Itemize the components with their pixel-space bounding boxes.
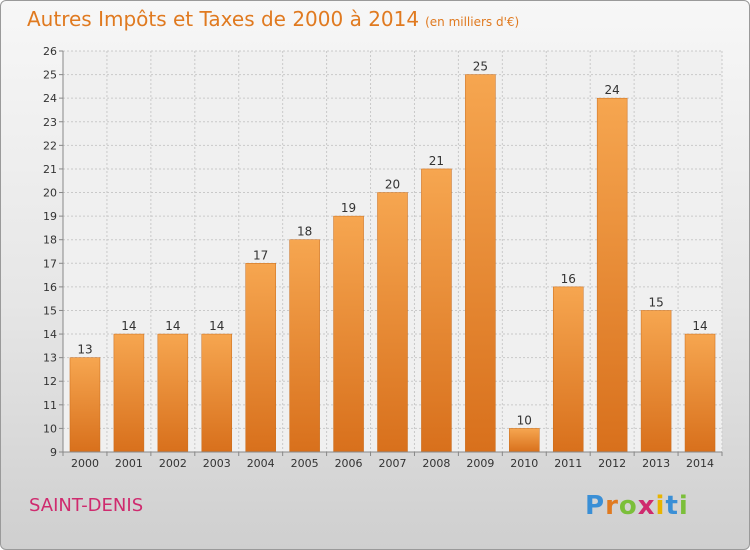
x-tick-label: 2003: [203, 457, 231, 470]
bar: [377, 192, 408, 453]
bar-value-label: 14: [165, 319, 180, 333]
y-tick-label: 19: [43, 210, 57, 223]
x-tick-label: 2005: [291, 457, 319, 470]
logo-letter: r: [605, 491, 619, 521]
bar-value-label: 14: [209, 319, 224, 333]
bar: [596, 97, 628, 453]
bar: [333, 215, 364, 453]
x-tick-label: 2012: [598, 457, 626, 470]
bar: [113, 333, 145, 453]
y-tick-label: 10: [43, 422, 57, 435]
bar-value-label: 14: [692, 319, 707, 333]
y-tick-label: 15: [43, 304, 57, 317]
x-tick-label: 2011: [554, 457, 582, 470]
x-tick-label: 2014: [686, 457, 714, 470]
y-tick-label: 20: [43, 187, 57, 200]
logo-letter: t: [665, 491, 679, 521]
x-tick-label: 2008: [422, 457, 450, 470]
x-tick-label: 2002: [159, 457, 187, 470]
bar: [421, 168, 452, 453]
bar-value-label: 19: [341, 201, 356, 215]
bar-value-label: 14: [121, 319, 136, 333]
y-tick-label: 24: [43, 92, 57, 105]
bar: [509, 428, 540, 453]
y-tick-label: 11: [43, 399, 57, 412]
x-tick-label: 2007: [379, 457, 407, 470]
y-tick-label: 26: [43, 45, 57, 58]
bar-value-label: 17: [253, 248, 268, 262]
y-tick-label: 16: [43, 281, 57, 294]
bar-value-label: 25: [473, 60, 488, 74]
bar-value-label: 10: [517, 413, 532, 427]
location-name: SAINT-DENIS: [29, 495, 144, 516]
bar: [289, 239, 320, 453]
y-tick-label: 12: [43, 375, 57, 388]
y-tick-label: 13: [43, 352, 57, 365]
x-tick-label: 2004: [247, 457, 275, 470]
logo-letter: x: [637, 491, 656, 521]
y-tick-label: 9: [50, 446, 57, 459]
y-tick-label: 22: [43, 139, 57, 152]
bar: [684, 333, 716, 453]
bar: [640, 310, 672, 453]
bar-value-label: 18: [297, 225, 312, 239]
bar: [552, 286, 584, 453]
y-tick-label: 21: [43, 163, 57, 176]
y-tick-label: 14: [43, 328, 57, 341]
chart-title: Autres Impôts et Taxes de 2000 à 2014 (en…: [27, 7, 519, 31]
x-tick-label: 2010: [510, 457, 538, 470]
proxiti-logo: Proxiti: [585, 491, 689, 521]
chart-title-text: Autres Impôts et Taxes de 2000 à 2014: [27, 7, 420, 31]
bar-value-label: 24: [605, 83, 620, 97]
bar: [201, 333, 233, 453]
bar: [157, 333, 189, 453]
bar: [465, 74, 496, 453]
y-tick-label: 23: [43, 116, 57, 129]
bar-value-label: 13: [77, 343, 92, 357]
bar-value-label: 16: [561, 272, 576, 286]
bar: [69, 357, 101, 453]
bar: [245, 263, 276, 453]
y-tick-label: 17: [43, 257, 57, 270]
logo-letter: o: [618, 491, 638, 521]
logo-letter: P: [585, 491, 606, 521]
y-tick-label: 18: [43, 234, 57, 247]
chart-unit: (en milliers d'€): [425, 15, 520, 29]
bar-value-label: 21: [429, 154, 444, 168]
bar-value-label: 15: [648, 295, 663, 309]
x-tick-label: 2001: [115, 457, 143, 470]
x-tick-label: 2000: [71, 457, 99, 470]
bar-value-label: 20: [385, 178, 400, 192]
logo-letter: i: [678, 491, 689, 521]
x-tick-label: 2013: [642, 457, 670, 470]
logo-letter: i: [655, 491, 666, 521]
x-tick-label: 2006: [335, 457, 363, 470]
x-tick-label: 2009: [466, 457, 494, 470]
y-tick-label: 25: [43, 69, 57, 82]
